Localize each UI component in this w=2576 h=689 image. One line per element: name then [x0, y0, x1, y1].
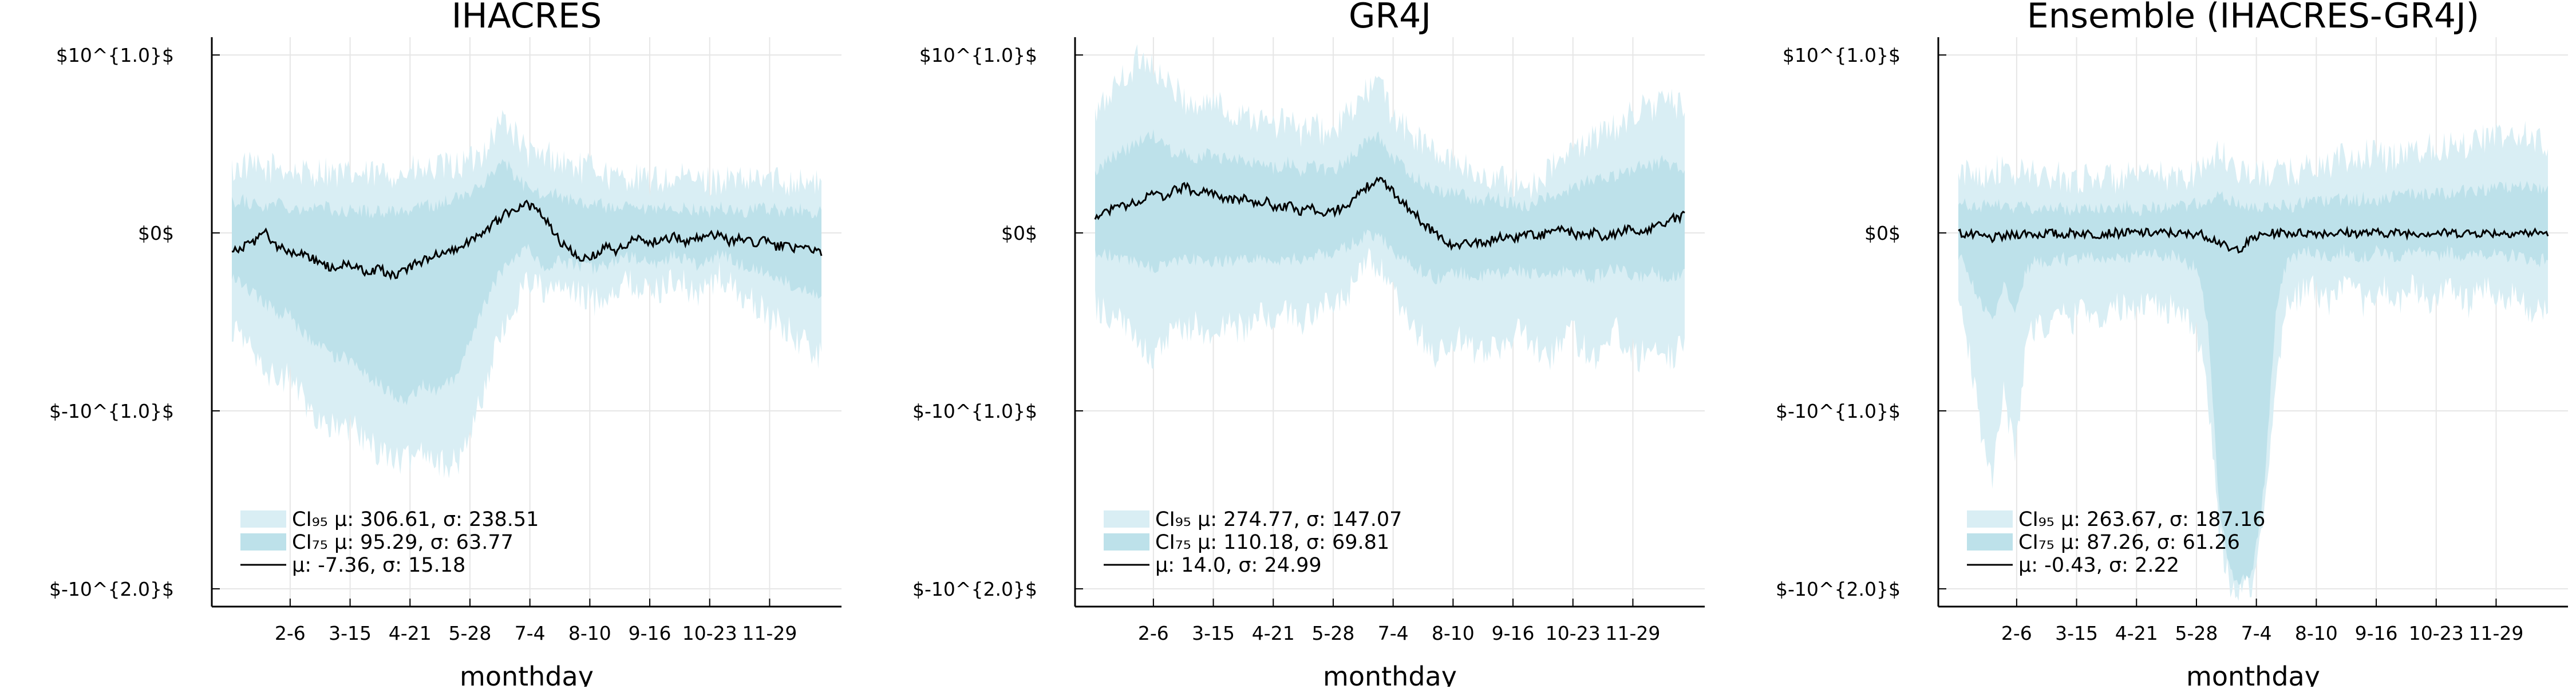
x-tick-label: 7-4 [2241, 622, 2272, 644]
x-tick-label: 8-10 [2295, 622, 2338, 644]
x-tick-label: 8-10 [1432, 622, 1475, 644]
x-tick-label: 8-10 [568, 622, 611, 644]
x-tick-label: 5-28 [1312, 622, 1355, 644]
x-axis-label: monthday [1323, 661, 1457, 687]
chart-title: IHACRES [452, 0, 602, 36]
legend-swatch-ci95 [240, 510, 286, 528]
panel-3: $10^{1.0}$ $0$ $-10^{1.0}$ $-10^{2.0}$ 2-6 3-… [1776, 0, 2568, 689]
y-tick-label: $-10^{1.0}$ [49, 400, 174, 422]
x-tick-label: 11-29 [1606, 622, 1661, 644]
x-tick-label: 2-6 [2001, 622, 2032, 644]
legend-label: μ: -7.36, σ: 15.18 [292, 554, 465, 577]
y-tick-label: $10^{1.0}$ [1783, 44, 1901, 66]
legend-label: μ: -0.43, σ: 2.22 [2018, 554, 2179, 577]
legend-label: CI₉₅ μ: 274.77, σ: 147.07 [1155, 508, 1402, 531]
x-axis-label: monthday [460, 661, 594, 687]
y-tick-label: $0$ [1001, 222, 1037, 244]
x-tick-label: 10-23 [1546, 622, 1601, 644]
chart-title: Ensemble (IHACRES-GR4J) [2027, 0, 2479, 36]
legend-label: CI₇₅ μ: 110.18, σ: 69.81 [1155, 531, 1389, 554]
legend-swatch-ci75 [1104, 533, 1149, 551]
y-tick-label: $-10^{2.0}$ [1776, 578, 1901, 600]
x-tick-label: 11-29 [742, 622, 797, 644]
x-tick-label: 5-28 [2175, 622, 2218, 644]
legend-label: CI₇₅ μ: 95.29, σ: 63.77 [292, 531, 513, 554]
x-tick-label: 3-15 [329, 622, 372, 644]
x-tick-label: 4-21 [389, 622, 432, 644]
legend-swatch-ci75 [240, 533, 286, 551]
x-tick-label: 7-4 [515, 622, 546, 644]
legend-swatch-ci95 [1104, 510, 1149, 528]
mean-line [1094, 176, 1685, 251]
ci75-band [232, 159, 821, 406]
mean-line [1958, 225, 2549, 254]
y-tick-label: $-10^{1.0}$ [912, 400, 1037, 422]
y-tick-label: $10^{1.0}$ [56, 44, 174, 66]
legend-label: CI₇₅ μ: 87.26, σ: 61.26 [2018, 531, 2240, 554]
x-tick-label: 9-16 [1492, 622, 1535, 644]
x-tick-label: 10-23 [2409, 622, 2464, 644]
x-tick-label: 10-23 [682, 622, 737, 644]
legend-label: CI₉₅ μ: 263.67, σ: 187.16 [2018, 508, 2265, 531]
x-tick-label: 5-28 [449, 622, 492, 644]
y-tick-label: $-10^{2.0}$ [912, 578, 1037, 600]
y-tick-label: $0$ [138, 222, 174, 244]
x-tick-label: 9-16 [629, 622, 671, 644]
x-tick-label: 9-16 [2355, 622, 2398, 644]
legend-label: CI₉₅ μ: 306.61, σ: 238.51 [292, 508, 539, 531]
x-tick-label: 2-6 [1138, 622, 1169, 644]
x-tick-label: 3-15 [2055, 622, 2098, 644]
y-tick-label: $-10^{1.0}$ [1776, 400, 1901, 422]
x-tick-label: 11-29 [2469, 622, 2524, 644]
x-tick-label: 3-15 [1192, 622, 1235, 644]
legend-label: μ: 14.0, σ: 24.99 [1155, 554, 1322, 577]
legend-swatch-ci95 [1967, 510, 2013, 528]
x-tick-label: 2-6 [275, 622, 306, 644]
mean-line [231, 199, 823, 281]
panel-2: $10^{1.0}$ $0$ $-10^{1.0}$ $-10^{2.0}$ 2-6 3-… [912, 0, 1705, 689]
ci75-band [1095, 129, 1685, 284]
legend-swatch-ci75 [1967, 533, 2013, 551]
panel-1: $10^{1.0}$ $0$ $-10^{1.0}$ $-10^{2.0}$ 2-6 3-… [49, 0, 841, 689]
x-tick-label: 4-21 [2115, 622, 2158, 644]
y-tick-label: $10^{1.0}$ [919, 44, 1037, 66]
y-tick-label: $-10^{2.0}$ [49, 578, 174, 600]
ci75-band [1958, 180, 2548, 585]
x-axis-label: monthday [2186, 661, 2320, 687]
x-tick-label: 4-21 [1252, 622, 1295, 644]
chart-title: GR4J [1349, 0, 1431, 36]
y-tick-label: $0$ [1864, 222, 1901, 244]
x-tick-label: 7-4 [1378, 622, 1409, 644]
